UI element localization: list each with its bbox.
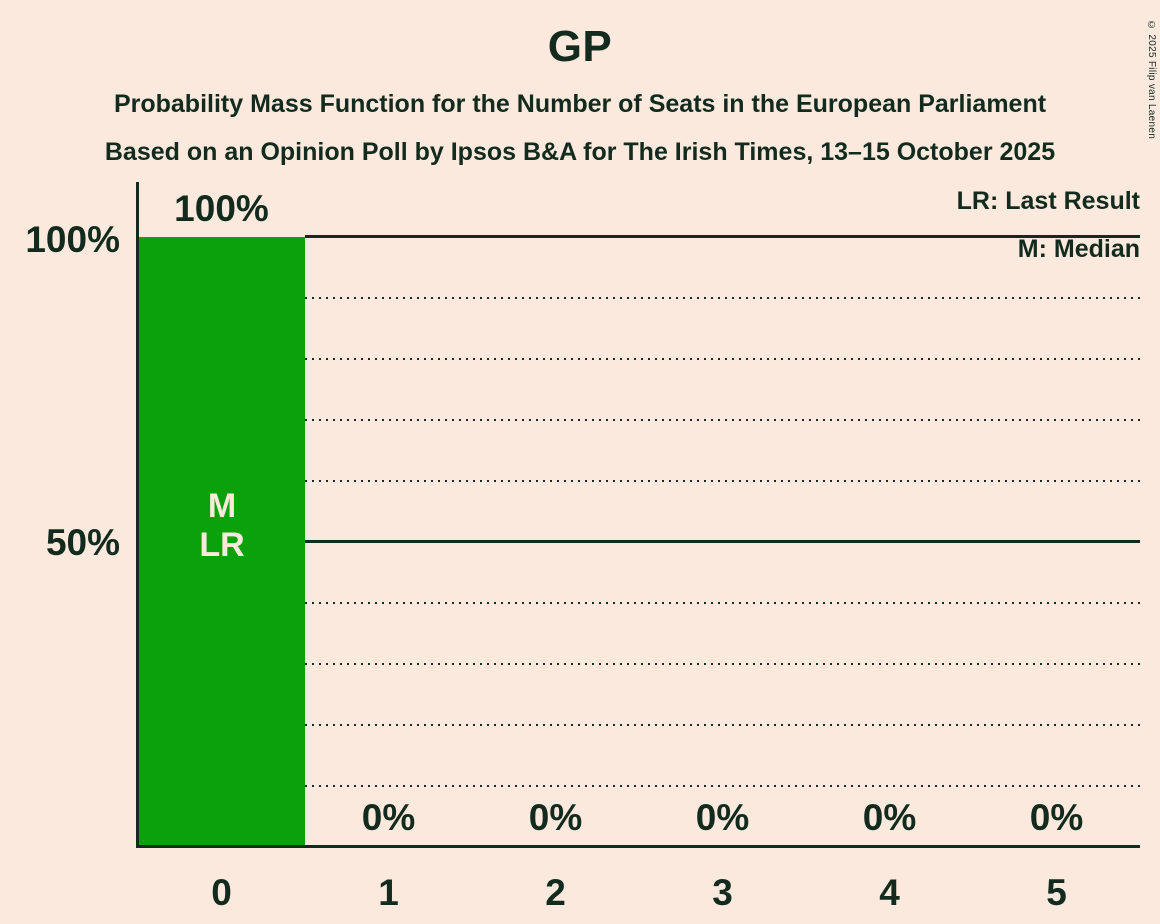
y-axis-line xyxy=(136,182,139,848)
legend-last-result: LR: Last Result xyxy=(956,187,1140,215)
x-axis-line xyxy=(136,845,1140,848)
x-axis-tick-0: 0 xyxy=(211,872,232,913)
gridline-10pct xyxy=(305,785,1140,787)
x-axis-tick-5: 5 xyxy=(1046,872,1067,913)
y-axis-tick-50: 50% xyxy=(45,522,120,563)
y-axis-tick-100: 100% xyxy=(25,219,120,260)
chart-source-subtitle: Based on an Opinion Poll by Ipsos B&A fo… xyxy=(104,138,1056,166)
gridline-50pct xyxy=(305,540,1140,543)
value-label-seats-0: 100% xyxy=(174,188,269,229)
gridline-80pct xyxy=(305,358,1140,360)
median-marker-label: M xyxy=(207,487,237,525)
value-label-seats-3: 0% xyxy=(695,797,750,838)
gridline-100pct xyxy=(305,235,1140,238)
gridline-30pct xyxy=(305,663,1140,665)
copyright-notice: © 2025 Filip van Laenen xyxy=(1146,20,1157,140)
x-axis-tick-3: 3 xyxy=(712,872,733,913)
legend-median: M: Median xyxy=(1017,235,1140,263)
value-label-seats-4: 0% xyxy=(862,797,917,838)
gridline-70pct xyxy=(305,419,1140,421)
value-label-seats-1: 0% xyxy=(361,797,416,838)
gridline-60pct xyxy=(305,480,1140,482)
bar-annotation-labels: M LR xyxy=(139,487,305,565)
value-label-seats-2: 0% xyxy=(528,797,583,838)
last-result-marker-label: LR xyxy=(199,526,245,564)
bar-seats-0: M LR xyxy=(139,237,305,847)
gridline-90pct xyxy=(305,297,1140,299)
x-axis-tick-1: 1 xyxy=(378,872,399,913)
gridline-20pct xyxy=(305,724,1140,726)
value-label-seats-5: 0% xyxy=(1029,797,1084,838)
gridline-40pct xyxy=(305,602,1140,604)
x-axis-tick-2: 2 xyxy=(545,872,566,913)
chart-subtitle: Probability Mass Function for the Number… xyxy=(113,90,1047,118)
chart-title: GP xyxy=(547,22,613,71)
x-axis-tick-4: 4 xyxy=(879,872,900,913)
